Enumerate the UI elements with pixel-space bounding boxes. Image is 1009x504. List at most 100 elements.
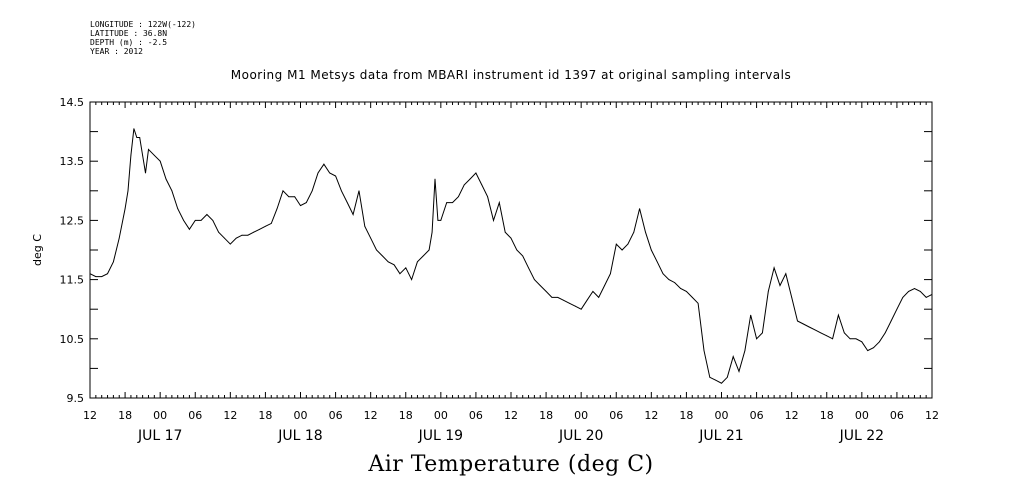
data-point (879, 341, 880, 343)
data-point (586, 299, 588, 301)
data-point (832, 338, 833, 340)
data-point (118, 237, 120, 239)
data-point (212, 220, 214, 221)
data-point (592, 291, 594, 292)
data-point (709, 376, 711, 378)
data-point (241, 234, 243, 236)
x-hour-label: 12 (925, 409, 939, 422)
data-point (867, 350, 869, 351)
data-point (855, 338, 857, 340)
data-point (148, 149, 149, 150)
x-hour-label: 06 (188, 409, 202, 422)
year-text: YEAR : 2012 (90, 47, 143, 56)
data-point (627, 243, 629, 245)
data-point (604, 285, 605, 286)
data-point (294, 196, 296, 198)
data-point (200, 220, 202, 221)
x-hour-label: 18 (539, 409, 553, 422)
x-hour-label: 12 (364, 409, 378, 422)
station-metadata: LONGITUDE : 122W(-122) LATITUDE : 36.8N … (90, 20, 196, 56)
data-point (750, 314, 752, 316)
data-point (411, 279, 412, 280)
data-point (645, 231, 646, 233)
data-point (247, 234, 249, 236)
latitude-text: LATITUDE : 36.8N (90, 29, 168, 38)
data-point (364, 225, 366, 227)
data-point (487, 196, 488, 198)
data-point (808, 326, 810, 328)
data-point (382, 255, 383, 257)
data-point (89, 273, 91, 275)
data-point (446, 202, 448, 204)
data-point (159, 160, 161, 162)
data-point (715, 379, 717, 381)
data-point (791, 297, 793, 298)
data-point (621, 249, 623, 251)
data-point (183, 220, 185, 221)
data-point (265, 225, 266, 227)
data-point (598, 297, 600, 298)
data-point (189, 228, 190, 230)
x-day-label: JUL 22 (839, 428, 884, 444)
data-point (437, 220, 439, 221)
data-point (861, 341, 863, 343)
data-point (820, 332, 822, 334)
data-point (393, 264, 395, 266)
data-point (346, 202, 348, 204)
data-point (668, 279, 670, 280)
data-point (773, 267, 775, 269)
data-point (569, 302, 570, 304)
x-day-label: JUL 21 (698, 428, 743, 444)
data-point (914, 288, 915, 289)
x-hour-label: 18 (118, 409, 132, 422)
x-hour-label: 00 (574, 409, 588, 422)
data-point (574, 305, 576, 307)
data-point (276, 208, 278, 210)
data-point (463, 184, 465, 186)
data-point (171, 190, 173, 192)
data-point (317, 172, 319, 174)
x-hour-label: 00 (715, 409, 729, 422)
data-point (551, 297, 553, 298)
data-point (744, 350, 746, 351)
data-point (539, 285, 541, 286)
y-tick-label: 9.5 (67, 392, 85, 405)
data-point (686, 291, 687, 292)
x-hour-label: 12 (223, 409, 237, 422)
data-point (452, 202, 453, 204)
data-point (107, 273, 108, 275)
data-point (434, 178, 436, 180)
data-point (732, 356, 734, 357)
y-axis-label: deg C (31, 234, 44, 266)
data-point (493, 220, 494, 221)
data-point (335, 175, 336, 177)
data-point (528, 267, 529, 269)
data-point (139, 137, 141, 138)
data-point (545, 291, 547, 292)
data-point (323, 163, 325, 165)
data-point (615, 243, 617, 245)
data-point (341, 190, 342, 192)
data-point (516, 249, 518, 251)
data-point (680, 288, 681, 289)
data-point (142, 154, 144, 156)
x-hour-label: 06 (329, 409, 343, 422)
data-point (504, 231, 506, 233)
data-point (726, 376, 728, 378)
data-point (797, 320, 798, 322)
data-point (145, 172, 146, 174)
data-point (165, 178, 167, 180)
data-point (224, 237, 225, 239)
data-point (101, 276, 103, 277)
x-hour-label: 06 (609, 409, 623, 422)
data-point (417, 261, 418, 263)
data-point (890, 320, 892, 322)
plot-frame (89, 101, 933, 399)
data-point (510, 237, 512, 239)
data-point (767, 291, 769, 292)
data-point (329, 172, 331, 174)
data-point (721, 382, 722, 384)
data-point (498, 202, 500, 204)
chart-caption: Air Temperature (deg C) (368, 452, 654, 477)
data-point (925, 297, 927, 298)
